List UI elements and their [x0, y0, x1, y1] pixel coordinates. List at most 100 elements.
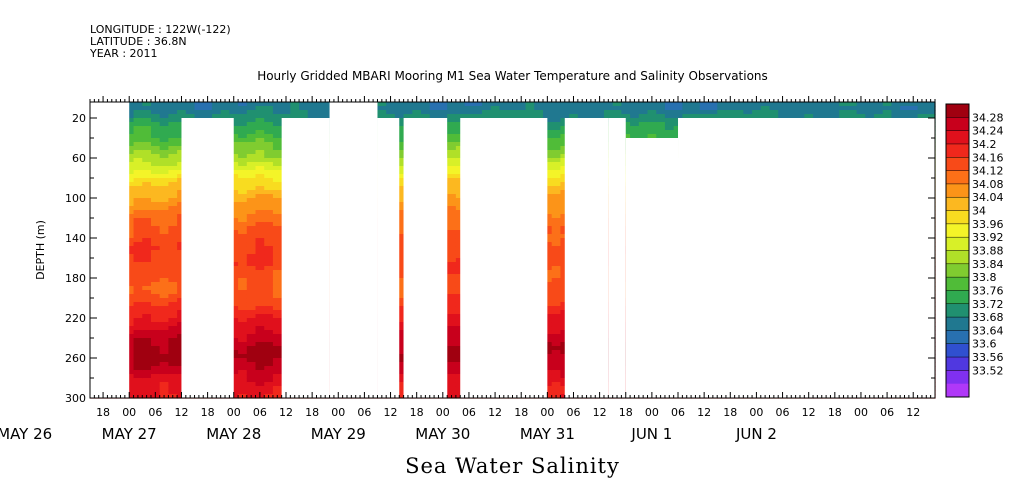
heatmap-cell [551, 162, 562, 167]
heatmap-cell [159, 182, 169, 187]
heatmap-cell [264, 230, 274, 235]
heatmap-cell [647, 134, 657, 139]
heatmap-cell [551, 274, 562, 279]
heatmap-cell [159, 298, 169, 303]
heatmap-cell [133, 170, 143, 175]
heatmap-cell [229, 262, 239, 267]
heatmap-cell [159, 318, 169, 323]
heatmap-cell [255, 370, 265, 375]
heatmap-cell [185, 102, 196, 107]
heatmap-cell [264, 174, 274, 179]
heatmap-cell [542, 162, 553, 167]
heatmap-cell [168, 154, 178, 159]
heatmap-cell [255, 198, 265, 203]
heatmap-cell [455, 102, 466, 107]
heatmap-cell [150, 134, 161, 139]
heatmap-cell [272, 206, 283, 211]
heatmap-cell [272, 242, 283, 247]
heatmap-cell [168, 374, 178, 379]
heatmap-cell [647, 126, 657, 131]
heatmap-cell [542, 330, 553, 335]
heatmap-cell [394, 202, 405, 207]
heatmap-cell [264, 274, 274, 279]
heatmap-cell [159, 158, 169, 163]
heatmap-cell [394, 354, 405, 359]
heatmap-cell [272, 306, 283, 311]
heatmap-cell [246, 370, 257, 375]
heatmap-cell [142, 338, 152, 343]
heatmap-cell [272, 350, 283, 355]
heatmap-cell [168, 150, 178, 155]
heatmap-cell [542, 166, 553, 171]
heatmap-cell [124, 142, 135, 147]
heatmap-cell [551, 234, 562, 239]
heatmap-cell [255, 142, 265, 147]
heatmap-cell [264, 118, 274, 123]
heatmap-cell [229, 226, 239, 231]
heatmap-cell [264, 238, 274, 243]
heatmap-cell [229, 194, 239, 199]
heatmap-cell [272, 330, 283, 335]
heatmap-cell [508, 102, 518, 107]
heatmap-cell [551, 286, 562, 291]
heatmap-cell [551, 158, 562, 163]
heatmap-cell [255, 190, 265, 195]
heatmap-cell [211, 110, 222, 115]
heatmap-cell [394, 198, 405, 203]
heatmap-cell [542, 122, 553, 127]
heatmap-cell [272, 226, 283, 231]
heatmap-cell [447, 314, 457, 319]
heatmap-cell [508, 114, 518, 119]
heatmap-cell [159, 306, 169, 311]
heatmap-cell [473, 110, 483, 115]
heatmap-cell [142, 382, 152, 387]
heatmap-cell [264, 102, 274, 107]
heatmap-cell [264, 362, 274, 367]
heatmap-cell [246, 302, 257, 307]
heatmap-cell [272, 122, 283, 127]
heatmap-cell [150, 314, 161, 319]
heatmap-cell [647, 106, 657, 111]
heatmap-cell [394, 370, 405, 375]
heatmap-cell [133, 254, 143, 259]
heatmap-cell [159, 342, 169, 347]
heatmap-cell [647, 114, 657, 119]
heatmap-cell [394, 346, 405, 351]
heatmap-cell [229, 298, 239, 303]
heatmap-cell [229, 322, 239, 327]
heatmap-cell [569, 106, 579, 111]
heatmap-cell [255, 358, 265, 363]
heatmap-cell [238, 194, 248, 199]
heatmap-cell [150, 214, 161, 219]
heatmap-cell [551, 334, 562, 339]
heatmap-cell [307, 114, 318, 119]
heatmap-cell [534, 110, 544, 115]
heatmap-cell [159, 294, 169, 299]
heatmap-cell [264, 282, 274, 287]
heatmap-cell [168, 326, 178, 331]
heatmap-cell [150, 154, 161, 159]
heatmap-cell [150, 206, 161, 211]
heatmap-cell [124, 130, 135, 135]
heatmap-cell [159, 358, 169, 363]
heatmap-cell [238, 278, 248, 283]
heatmap-cell [447, 346, 457, 351]
heatmap-cell [168, 290, 178, 295]
heatmap-cell [133, 326, 143, 331]
heatmap-cell [664, 106, 675, 111]
heatmap-cell [229, 214, 239, 219]
heatmap-cell [264, 326, 274, 331]
heatmap-cell [255, 210, 265, 215]
heatmap-cell [447, 130, 457, 135]
heatmap-cell [255, 150, 265, 155]
heatmap-cell [421, 106, 431, 111]
heatmap-cell [246, 262, 257, 267]
heatmap-cell [229, 110, 239, 115]
heatmap-cell [142, 290, 152, 295]
heatmap-cell [630, 130, 640, 135]
heatmap-cell [464, 102, 474, 107]
heatmap-cell [246, 290, 257, 295]
heatmap-cell [142, 122, 152, 127]
heatmap-cell [264, 270, 274, 275]
heatmap-cell [238, 342, 248, 347]
